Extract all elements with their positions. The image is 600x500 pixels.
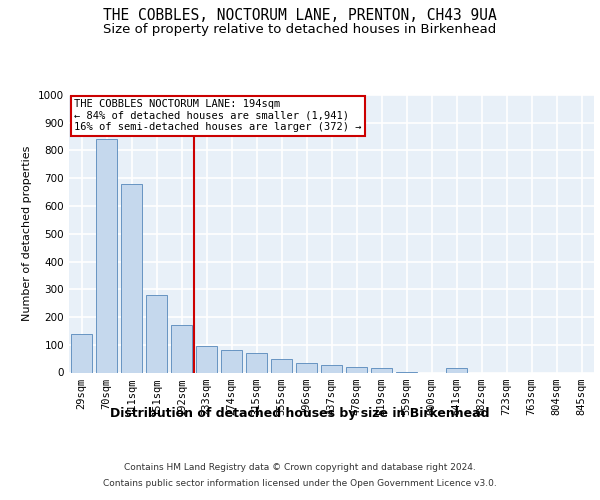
Bar: [296, 363, 317, 372]
Bar: [71, 334, 92, 372]
Bar: [346, 367, 367, 372]
Bar: [171, 326, 192, 372]
Text: THE COBBLES NOCTORUM LANE: 194sqm
← 84% of detached houses are smaller (1,941)
1: THE COBBLES NOCTORUM LANE: 194sqm ← 84% …: [74, 99, 362, 132]
Y-axis label: Number of detached properties: Number of detached properties: [22, 146, 32, 322]
Bar: [271, 358, 292, 372]
Bar: [96, 140, 117, 372]
Text: Contains public sector information licensed under the Open Government Licence v3: Contains public sector information licen…: [103, 479, 497, 488]
Text: Contains HM Land Registry data © Crown copyright and database right 2024.: Contains HM Land Registry data © Crown c…: [124, 462, 476, 471]
Text: Distribution of detached houses by size in Birkenhead: Distribution of detached houses by size …: [110, 408, 490, 420]
Bar: [221, 350, 242, 372]
Bar: [196, 346, 217, 372]
Bar: [371, 368, 392, 372]
Bar: [246, 353, 267, 372]
Bar: [321, 364, 342, 372]
Text: THE COBBLES, NOCTORUM LANE, PRENTON, CH43 9UA: THE COBBLES, NOCTORUM LANE, PRENTON, CH4…: [103, 8, 497, 22]
Bar: [121, 184, 142, 372]
Bar: [446, 368, 467, 372]
Bar: [146, 295, 167, 372]
Text: Size of property relative to detached houses in Birkenhead: Size of property relative to detached ho…: [103, 22, 497, 36]
